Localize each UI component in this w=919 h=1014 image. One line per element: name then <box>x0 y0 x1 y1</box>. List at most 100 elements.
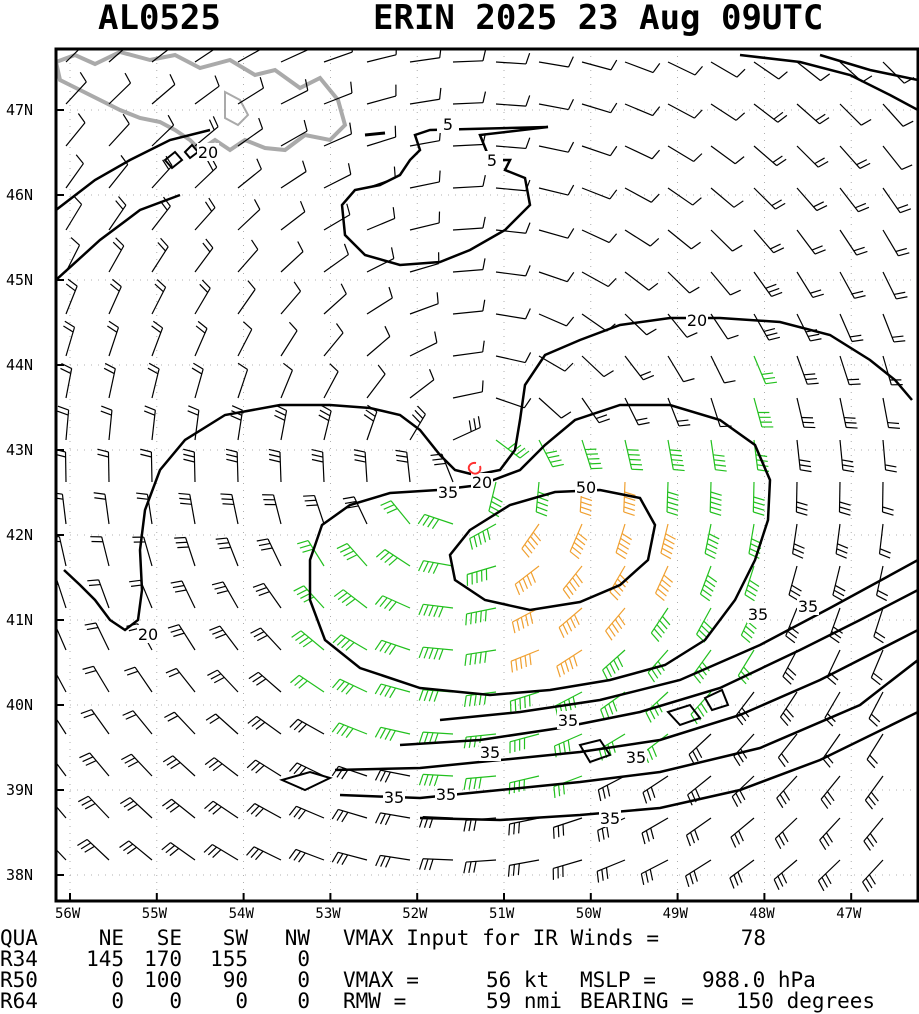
wind-barb-feather <box>246 759 256 769</box>
wind-barb-staff <box>65 49 81 63</box>
wind-barb-feather <box>510 661 514 673</box>
wind-barb-feather <box>697 706 705 717</box>
storm-id: AL0525 <box>98 0 221 38</box>
wind-barb-feather <box>427 517 435 528</box>
row-label-qua: QUA <box>0 926 38 950</box>
lon-label: 52W <box>402 906 428 922</box>
wind-barb-feather <box>773 111 784 120</box>
wind-barb-feather <box>103 367 115 375</box>
wind-barb-feather <box>57 410 69 416</box>
wind-barb-feather <box>389 687 397 699</box>
wind-barb-feather <box>821 877 829 888</box>
wind-barb-feather <box>791 584 802 592</box>
wind-barb-feather <box>204 800 214 810</box>
wind-barb-feather <box>428 605 434 617</box>
wind-barb-feather <box>268 448 281 453</box>
lon-label: 48W <box>749 906 775 922</box>
wind-barb-feather <box>478 693 482 706</box>
wind-barb-feather <box>703 620 713 630</box>
wind-barb-feather <box>799 459 811 463</box>
wind-contours <box>56 53 918 822</box>
wind-barb-feather <box>164 711 175 719</box>
wind-barb-feather <box>298 723 307 733</box>
wind-barb-feather <box>482 216 486 229</box>
wind-barb-feather <box>601 869 604 881</box>
wind-barb-feather <box>560 411 572 419</box>
wind-barb-staff <box>495 355 526 364</box>
wind-barb-feather <box>749 579 760 587</box>
wind-barb-feather <box>205 713 216 721</box>
wind-barb-feather <box>811 245 823 251</box>
wind-barb-staff <box>710 61 738 78</box>
wind-barb-feather <box>666 511 679 516</box>
wind-barb-feather <box>597 830 601 842</box>
wind-barb-feather <box>167 715 179 722</box>
vmax-value: 56 kt <box>486 968 550 992</box>
wind-barb-feather <box>468 778 472 790</box>
wind-barb-staff <box>495 313 526 320</box>
wind-barb-staff <box>829 607 841 637</box>
wind-barb-feather <box>661 579 671 588</box>
wind-barb-feather <box>336 853 344 864</box>
wind-barb-feather <box>428 690 434 702</box>
wind-barb-feather <box>515 659 518 671</box>
wind-barb-feather <box>825 873 832 885</box>
map-frame <box>54 47 919 903</box>
wind-barb-feather <box>477 533 482 545</box>
wind-barb-staff <box>267 538 282 567</box>
wind-barb-feather <box>208 119 215 131</box>
wind-barb-feather <box>816 205 828 212</box>
wind-barb-staff <box>452 227 483 231</box>
wind-barb-feather <box>807 333 820 338</box>
wind-barb-staff <box>452 185 483 189</box>
wind-barb-feather <box>165 845 176 854</box>
contour-label: 35 <box>626 748 646 767</box>
wind-barb-feather <box>868 874 876 885</box>
wind-barb-feather <box>304 79 309 91</box>
wind-barb-staff <box>581 61 612 71</box>
wind-barb-feather <box>580 511 592 517</box>
contour-label: 35 <box>384 788 404 807</box>
wind-barb-feather <box>428 774 434 786</box>
wind-barb-feather <box>665 533 676 540</box>
wind-barb-feather <box>470 612 473 625</box>
wind-barb-feather <box>528 695 531 707</box>
wind-barb-feather <box>845 421 857 424</box>
wind-barb-feather <box>552 463 564 468</box>
lat-label: 38N <box>6 866 34 884</box>
r34-nw: 0 <box>297 947 310 971</box>
wind-barb-feather <box>563 701 568 713</box>
wind-barb-feather <box>885 469 897 473</box>
wind-barb-feather <box>209 716 220 725</box>
wind-barb-feather <box>664 538 675 545</box>
wind-barb-feather <box>624 496 636 502</box>
wind-barb-feather <box>842 464 854 468</box>
wind-barb-staff <box>237 289 256 315</box>
contour-label-bg <box>481 151 503 169</box>
wind-barb-feather <box>640 873 645 886</box>
wind-barb-feather <box>686 332 698 338</box>
wind-barb-feather <box>652 62 661 73</box>
wind-barb-feather <box>507 865 511 877</box>
wind-barb-feather <box>898 252 910 257</box>
wind-barb-feather <box>730 289 741 296</box>
wind-barb-feather <box>246 803 256 813</box>
wind-barb-feather <box>295 633 306 642</box>
wind-barb-feather <box>162 755 174 763</box>
wind-barb-feather <box>396 459 408 463</box>
wind-barb-feather <box>530 571 536 583</box>
wind-barb-feather <box>704 552 716 560</box>
wind-barb-feather <box>468 694 472 707</box>
wind-barb-feather <box>563 741 566 754</box>
wind-barb-feather <box>329 363 339 372</box>
col-header-se: SE <box>156 926 182 950</box>
wind-barb-feather <box>525 95 531 107</box>
wind-barb-staff <box>237 128 263 147</box>
wind-barb-feather <box>642 792 648 804</box>
wind-barb-feather <box>433 648 439 660</box>
wind-barb-feather <box>693 153 703 162</box>
wind-barb-feather <box>350 81 353 94</box>
wind-barb-feather <box>568 657 574 670</box>
wind-barb-staff <box>452 269 483 273</box>
wind-barb-feather <box>661 547 673 555</box>
